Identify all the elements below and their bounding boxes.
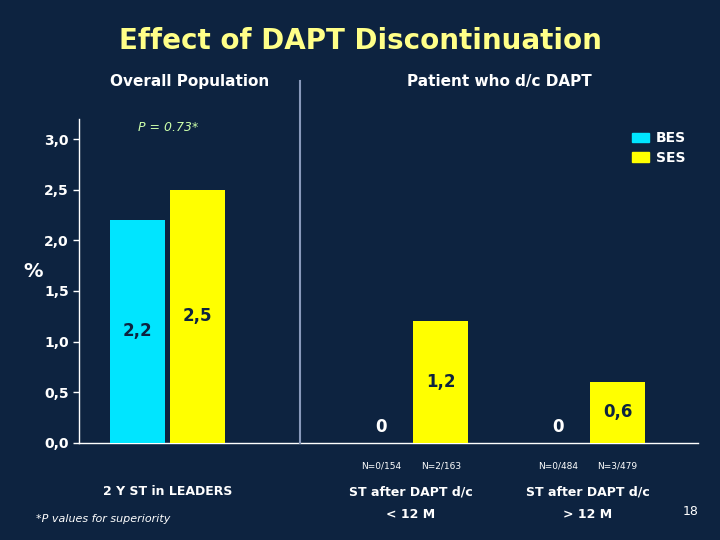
Bar — [110, 220, 166, 443]
Text: Patient who d/c DAPT: Patient who d/c DAPT — [407, 74, 592, 89]
Bar — [413, 321, 469, 443]
Y-axis label: %: % — [23, 262, 42, 281]
Text: 0,6: 0,6 — [603, 403, 632, 421]
Text: ST after DAPT d/c: ST after DAPT d/c — [349, 485, 473, 498]
Text: 2,5: 2,5 — [183, 307, 212, 325]
Text: > 12 M: > 12 M — [563, 508, 613, 521]
Text: N=0/154: N=0/154 — [361, 461, 401, 470]
Text: 18: 18 — [683, 505, 698, 518]
Text: Effect of DAPT Discontinuation: Effect of DAPT Discontinuation — [119, 27, 601, 55]
Text: 1,2: 1,2 — [426, 373, 456, 391]
Text: 0: 0 — [375, 418, 387, 436]
Bar — [590, 382, 645, 443]
Text: 2,2: 2,2 — [123, 322, 153, 340]
Text: 2 Y ST in LEADERS: 2 Y ST in LEADERS — [103, 485, 233, 498]
Text: N=3/479: N=3/479 — [598, 461, 638, 470]
Text: < 12 M: < 12 M — [387, 508, 436, 521]
Text: N=0/484: N=0/484 — [538, 461, 578, 470]
Text: P = 0.73*: P = 0.73* — [138, 121, 198, 134]
Text: ST after DAPT d/c: ST after DAPT d/c — [526, 485, 649, 498]
Text: Overall Population: Overall Population — [110, 74, 269, 89]
Bar — [170, 190, 225, 443]
Text: *P values for superiority: *P values for superiority — [36, 514, 171, 524]
Legend: BES, SES: BES, SES — [626, 126, 691, 171]
Text: 0: 0 — [552, 418, 564, 436]
Text: N=2/163: N=2/163 — [420, 461, 461, 470]
